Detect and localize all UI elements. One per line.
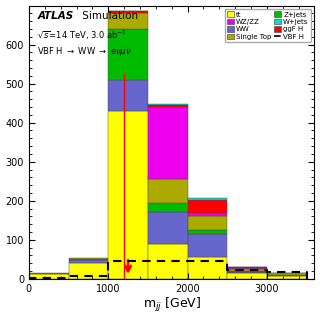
Bar	[148, 104, 188, 105]
Bar	[188, 216, 227, 230]
Bar	[227, 267, 267, 268]
X-axis label: m$_{jj}$ [GeV]: m$_{jj}$ [GeV]	[143, 296, 201, 315]
Bar	[108, 13, 148, 29]
Bar	[227, 271, 267, 272]
Bar	[188, 234, 227, 257]
Bar	[267, 275, 307, 276]
Bar	[68, 260, 108, 263]
Bar	[108, 12, 148, 13]
Bar	[227, 268, 267, 269]
Bar	[108, 11, 148, 12]
Bar	[227, 273, 267, 279]
Bar	[227, 272, 267, 273]
Bar	[148, 244, 188, 279]
Bar	[108, 80, 148, 111]
Bar	[108, 111, 148, 279]
Bar	[108, 29, 148, 80]
Text: ATLAS: ATLAS	[37, 11, 74, 21]
Bar	[188, 213, 227, 216]
Bar	[148, 212, 188, 244]
Bar	[188, 200, 227, 213]
Bar	[148, 105, 188, 107]
Bar	[267, 276, 307, 279]
Bar	[188, 257, 227, 279]
Bar	[188, 198, 227, 200]
Legend: tt, WZ/ZZ, WW, Single Top, Z+jets, W+jets, ggF H, VBF H: tt, WZ/ZZ, WW, Single Top, Z+jets, W+jet…	[225, 9, 311, 42]
Bar	[68, 263, 108, 279]
Text: $\sqrt{s}$=14 TeV, 3.0 ab$^{-1}$: $\sqrt{s}$=14 TeV, 3.0 ab$^{-1}$	[37, 29, 127, 42]
Text: Simulation: Simulation	[79, 11, 138, 21]
Bar	[148, 107, 188, 179]
Bar	[68, 258, 108, 259]
Bar	[148, 179, 188, 203]
Bar	[227, 269, 267, 271]
Bar	[267, 273, 307, 275]
Bar	[188, 230, 227, 234]
Bar	[68, 259, 108, 260]
Bar	[29, 273, 68, 274]
Bar	[29, 274, 68, 279]
Bar	[148, 203, 188, 212]
Text: VBF H $\rightarrow$ WW $\rightarrow$ e$\nu\mu\nu$: VBF H $\rightarrow$ WW $\rightarrow$ e$\…	[37, 45, 132, 58]
